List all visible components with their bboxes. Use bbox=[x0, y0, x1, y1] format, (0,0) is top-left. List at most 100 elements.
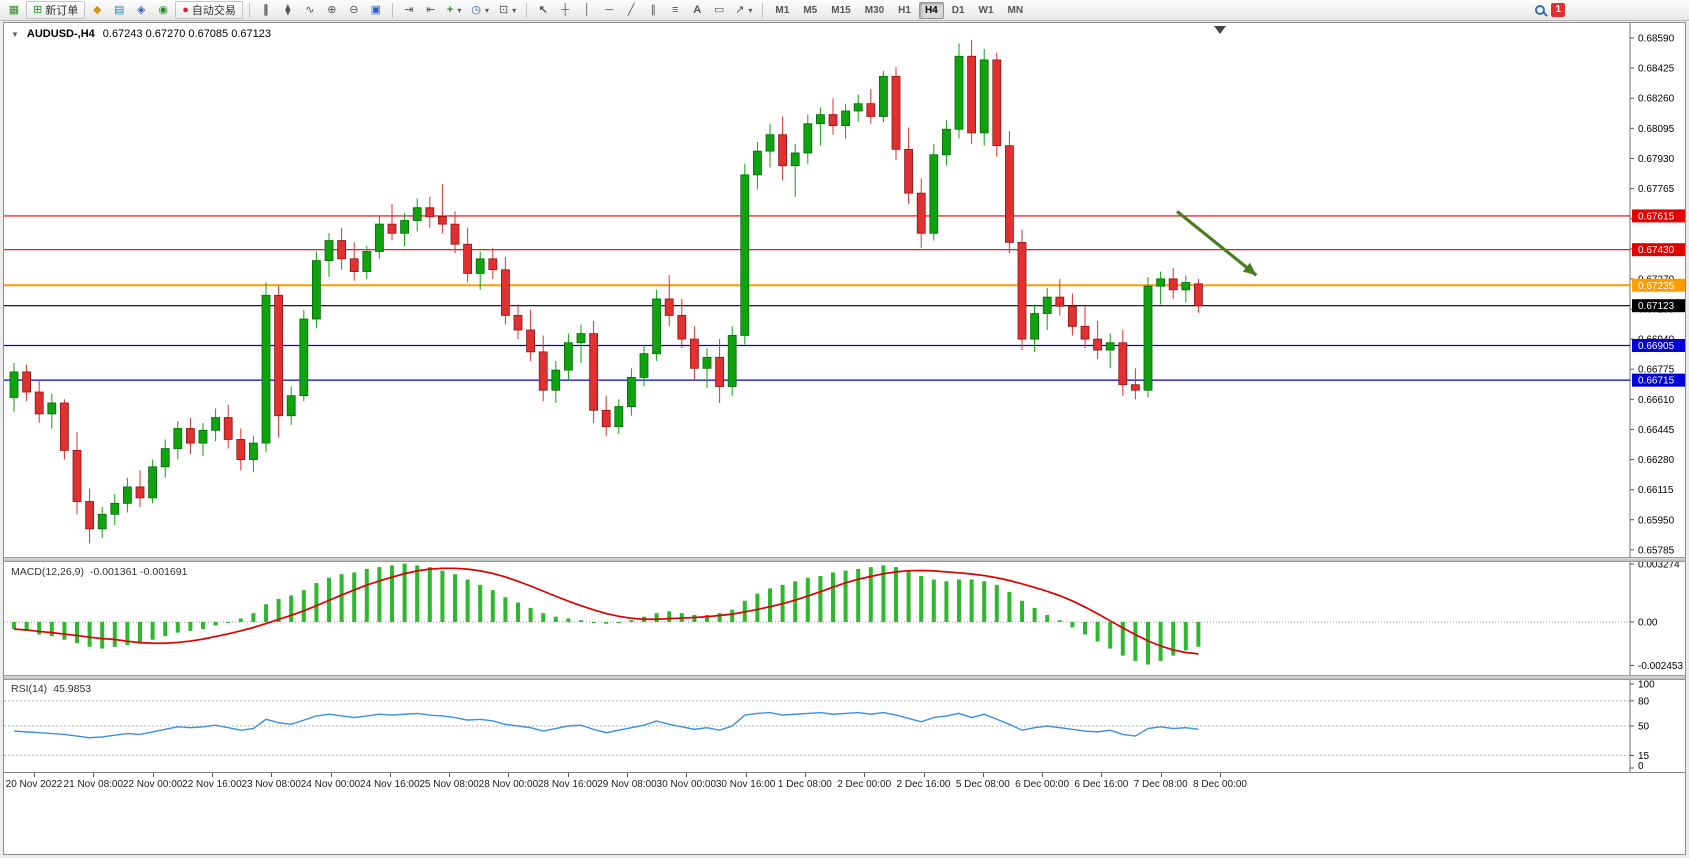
new-chart-button[interactable]: ▦ bbox=[4, 1, 24, 19]
candle-body bbox=[286, 395, 296, 417]
candle-body bbox=[148, 466, 158, 499]
indicators-button[interactable]: + ▾ bbox=[443, 1, 465, 19]
zoom-out-button[interactable]: ⊖ bbox=[344, 1, 364, 19]
timeframe-mn-button[interactable]: MN bbox=[1002, 2, 1030, 19]
macd-histogram-bar bbox=[427, 567, 432, 622]
rsi-indicator-label: RSI(14) 45.9853 bbox=[11, 683, 92, 695]
macd-histogram-bar bbox=[1095, 622, 1100, 642]
price-level-badge bbox=[1632, 373, 1685, 387]
collapse-chart-icon[interactable]: ▼ bbox=[11, 29, 19, 39]
channel-tool-button[interactable]: ∥ bbox=[643, 1, 663, 19]
auto-scroll-button[interactable]: ⇥ bbox=[399, 1, 419, 19]
time-axis-tick bbox=[1101, 773, 1103, 777]
data-window-button[interactable]: ◉ bbox=[153, 1, 173, 19]
macd-histogram-bar bbox=[730, 609, 735, 622]
market-watch-button[interactable]: ▤ bbox=[109, 1, 129, 19]
price-level-badge-label: 0.67430 bbox=[1638, 245, 1675, 256]
chart-shift-button[interactable]: ⇤ bbox=[421, 1, 441, 19]
periods-button[interactable]: ◷ ▾ bbox=[467, 1, 493, 19]
macd-canvas[interactable]: 0.003274 0.00 -0.002453 bbox=[4, 562, 1685, 675]
timeframe-m5-button[interactable]: M5 bbox=[797, 2, 823, 19]
candle-body bbox=[1168, 278, 1178, 291]
timeframe-m15-button[interactable]: M15 bbox=[825, 2, 856, 19]
macd-histogram-bar bbox=[957, 579, 961, 622]
new-chart-icon: ▦ bbox=[8, 3, 20, 16]
timeframe-m1-button[interactable]: M1 bbox=[769, 2, 795, 19]
time-axis[interactable]: 20 Nov 2022 21 Nov 08:00 22 Nov 00:00 22 No… bbox=[4, 772, 1685, 796]
line-chart-button[interactable]: ∿ bbox=[300, 1, 320, 19]
trendline-tool-button[interactable]: ╱ bbox=[621, 1, 641, 19]
macd-histogram-bar bbox=[906, 570, 911, 622]
macd-histogram-bar bbox=[692, 614, 697, 622]
timeframe-h4-button[interactable]: H4 bbox=[918, 1, 944, 19]
cursor-tool-button[interactable]: ↖ bbox=[533, 1, 553, 19]
macd-histogram-bar bbox=[616, 622, 621, 623]
time-axis-tick bbox=[93, 773, 95, 777]
time-axis-label: 28 Nov 00:00 bbox=[478, 779, 539, 790]
macd-histogram-bar bbox=[919, 575, 924, 622]
macd-histogram-bar bbox=[831, 572, 835, 622]
candle-body bbox=[652, 298, 661, 355]
macd-histogram-bar bbox=[856, 568, 861, 622]
candle-body bbox=[185, 428, 195, 444]
notification-badge[interactable]: 1 bbox=[1551, 3, 1565, 17]
price-axis-label: 0.67765 bbox=[1638, 184, 1675, 195]
zoom-in-button[interactable]: ⊕ bbox=[322, 1, 342, 19]
auto-trading-button[interactable]: ● 自动交易 bbox=[175, 1, 243, 19]
arrows-tool-button[interactable]: ↗ ▾ bbox=[731, 1, 756, 19]
fibonacci-tool-button[interactable]: ≡ bbox=[665, 1, 685, 19]
macd-histogram-bar bbox=[188, 622, 193, 631]
navigator-button[interactable]: ◈ bbox=[131, 1, 151, 19]
candle-body bbox=[513, 314, 523, 331]
macd-histogram-bar bbox=[516, 602, 520, 622]
macd-histogram-bar bbox=[868, 567, 873, 622]
text-tool-button[interactable]: A bbox=[687, 1, 707, 19]
crosshair-tool-button[interactable]: ┼ bbox=[555, 1, 575, 19]
horizontal-line-tool-button[interactable]: ─ bbox=[599, 1, 619, 19]
candle-body bbox=[614, 406, 624, 428]
candlestick-chart-button[interactable]: ⧫ bbox=[278, 1, 298, 19]
price-axis-label: 0.68095 bbox=[1638, 124, 1675, 135]
tile-windows-button[interactable]: ▣ bbox=[366, 1, 386, 19]
macd-histogram-bar bbox=[805, 577, 810, 622]
chart-shift-marker[interactable] bbox=[1214, 26, 1226, 34]
vertical-line-tool-button[interactable]: │ bbox=[577, 1, 597, 19]
timeframe-w1-button[interactable]: W1 bbox=[973, 2, 1000, 19]
candle-body bbox=[110, 502, 120, 515]
candle-body bbox=[85, 501, 94, 530]
label-tool-button[interactable]: ▭ bbox=[709, 1, 729, 19]
timeframe-d1-button[interactable]: D1 bbox=[946, 2, 971, 19]
price-chart-canvas[interactable]: 0.68590 0.68425 0.68260 0.68095 0.67930 0.677… bbox=[4, 23, 1685, 557]
macd-histogram-bar bbox=[440, 570, 445, 622]
rsi-canvas[interactable]: 100 80 50 150 bbox=[4, 680, 1685, 772]
chart-header: ▼ AUDUSD-,H4 0.67243 0.67270 0.67085 0.6… bbox=[11, 28, 271, 40]
search-icon[interactable] bbox=[1535, 5, 1546, 15]
templates-button[interactable]: ⊡ ▾ bbox=[495, 1, 520, 19]
bar-chart-button[interactable]: ∥ bbox=[256, 1, 276, 19]
candle-body bbox=[60, 402, 69, 451]
panel-splitter[interactable] bbox=[4, 675, 1685, 680]
time-axis-label: 25 Nov 08:00 bbox=[419, 779, 479, 790]
trend-arrow-annotation[interactable] bbox=[1175, 210, 1258, 277]
time-axis-label: 1 Dec 08:00 bbox=[777, 779, 832, 790]
time-axis-tick bbox=[330, 773, 332, 777]
macd-histogram-bar bbox=[314, 583, 319, 622]
macd-histogram-bar bbox=[591, 622, 596, 623]
candle-body bbox=[362, 251, 372, 272]
candle-body bbox=[778, 134, 787, 167]
macd-histogram-bar bbox=[24, 622, 29, 631]
timeframe-m30-button[interactable]: M30 bbox=[859, 2, 890, 19]
macd-histogram-bar bbox=[579, 620, 583, 622]
timeframe-h1-button[interactable]: H1 bbox=[892, 2, 917, 19]
metaeditor-button[interactable]: ◆ bbox=[87, 1, 107, 19]
macd-histogram-bar bbox=[843, 570, 848, 622]
new-order-button[interactable]: ⊞ 新订单 bbox=[26, 1, 86, 19]
price-axis-label: 0.68590 bbox=[1638, 34, 1675, 45]
panel-splitter[interactable] bbox=[4, 557, 1685, 562]
candle-body bbox=[400, 220, 410, 234]
macd-histogram-bar bbox=[1007, 591, 1012, 622]
candle-body bbox=[841, 110, 850, 126]
text-tool-icon: A bbox=[693, 3, 702, 16]
macd-histogram-bar bbox=[138, 622, 142, 644]
price-level-badge-label: 0.67235 bbox=[1638, 281, 1675, 292]
